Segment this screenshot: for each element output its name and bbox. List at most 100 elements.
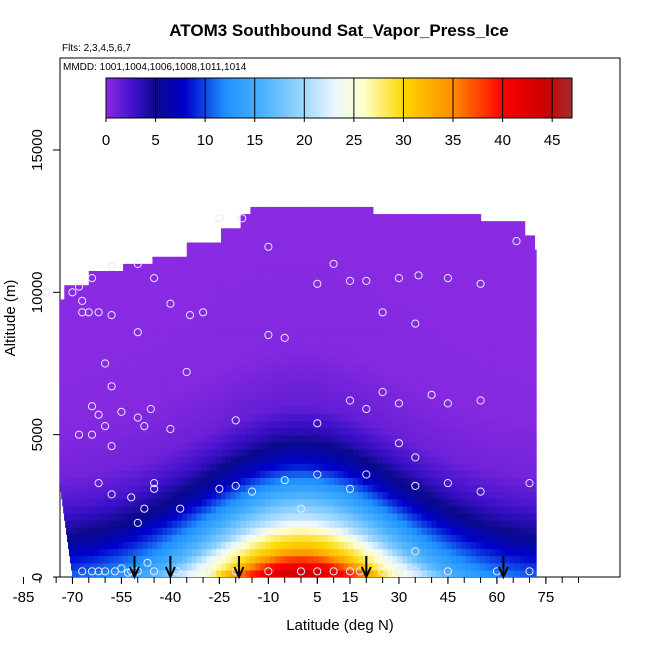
colorbar-segment bbox=[123, 78, 127, 118]
heatmap-cell bbox=[176, 313, 183, 322]
heatmap-cell bbox=[456, 534, 462, 543]
heatmap-cell bbox=[118, 327, 124, 336]
heatmap-cell bbox=[274, 313, 281, 322]
heatmap-cell bbox=[314, 448, 320, 457]
heatmap-cell bbox=[64, 306, 70, 315]
heatmap-cell bbox=[216, 541, 222, 550]
heatmap-cell bbox=[534, 470, 537, 478]
heatmap-cell bbox=[372, 349, 379, 357]
heatmap-cell bbox=[230, 456, 237, 464]
heatmap-cell bbox=[353, 242, 359, 251]
heatmap-cell bbox=[485, 292, 491, 301]
heatmap-cell bbox=[64, 299, 70, 308]
heatmap-cell bbox=[279, 306, 286, 315]
heatmap-cell bbox=[78, 520, 85, 528]
heatmap-cell bbox=[348, 313, 354, 322]
heatmap-cell bbox=[407, 306, 413, 315]
colorbar-segment bbox=[138, 78, 142, 118]
heatmap-cell bbox=[387, 278, 394, 286]
sample-point bbox=[247, 487, 257, 496]
heatmap-cell bbox=[186, 242, 193, 251]
sample-point bbox=[107, 311, 116, 320]
heatmap-cell bbox=[470, 327, 477, 336]
heatmap-cell bbox=[255, 356, 261, 365]
heatmap-cell bbox=[54, 371, 60, 379]
heatmap-cell bbox=[529, 278, 536, 286]
heatmap-cell bbox=[93, 477, 100, 486]
heatmap-cell bbox=[142, 370, 149, 379]
heatmap-cell bbox=[304, 512, 310, 521]
heatmap-cell bbox=[460, 534, 467, 543]
heatmap-cell bbox=[416, 377, 423, 386]
heatmap-cell bbox=[191, 456, 198, 464]
heatmap-cell bbox=[500, 370, 506, 379]
heatmap-cell bbox=[221, 406, 227, 414]
heatmap-cell bbox=[314, 384, 320, 393]
heatmap-cell bbox=[265, 484, 271, 493]
heatmap-cell bbox=[108, 342, 114, 350]
heatmap-cell bbox=[514, 384, 521, 393]
heatmap-cell bbox=[44, 385, 45, 393]
heatmap-cell bbox=[167, 349, 173, 357]
heatmap-cell bbox=[485, 370, 491, 379]
heatmap-cell bbox=[230, 313, 237, 322]
heatmap-cell bbox=[402, 527, 408, 535]
heatmap-cell bbox=[274, 463, 281, 471]
heatmap-cell bbox=[382, 427, 389, 436]
heatmap-cell bbox=[460, 491, 467, 500]
sample-point bbox=[94, 410, 103, 419]
heatmap-cell bbox=[407, 512, 413, 521]
heatmap-cell bbox=[416, 512, 423, 521]
heatmap-cell bbox=[186, 384, 193, 393]
heatmap-cell bbox=[363, 470, 369, 478]
heatmap-cell bbox=[265, 448, 271, 457]
heatmap-cell bbox=[265, 569, 271, 577]
heatmap-cell bbox=[98, 520, 105, 528]
heatmap-cell bbox=[289, 548, 296, 557]
heatmap-cell bbox=[328, 512, 335, 521]
heatmap-cell bbox=[333, 221, 340, 229]
heatmap-cell bbox=[152, 434, 158, 443]
heatmap-cell bbox=[509, 498, 516, 507]
heatmap-cell bbox=[289, 420, 296, 429]
heatmap-cell bbox=[196, 391, 203, 400]
heatmap-cell bbox=[289, 228, 296, 236]
heatmap-cell bbox=[441, 391, 447, 400]
heatmap-cell bbox=[201, 456, 207, 464]
heatmap-cell bbox=[416, 335, 423, 343]
heatmap-cell bbox=[167, 498, 173, 507]
heatmap-cell bbox=[123, 320, 129, 329]
heatmap-cell bbox=[137, 363, 144, 372]
heatmap-cell bbox=[216, 441, 222, 450]
heatmap-cell bbox=[299, 377, 305, 386]
heatmap-cell bbox=[186, 520, 193, 528]
sample-point bbox=[150, 484, 159, 493]
heatmap-cell bbox=[514, 456, 521, 464]
heatmap-cell bbox=[500, 541, 506, 550]
heatmap-cell bbox=[152, 313, 158, 322]
heatmap-cell bbox=[500, 320, 506, 329]
heatmap-cell bbox=[377, 256, 384, 265]
heatmap-cell bbox=[323, 470, 330, 478]
heatmap-cell bbox=[348, 363, 354, 372]
heatmap-cell bbox=[181, 520, 188, 528]
heatmap-cell bbox=[456, 356, 462, 365]
heatmap-cell bbox=[377, 399, 384, 407]
heatmap-cell bbox=[314, 292, 320, 301]
heatmap-cell bbox=[470, 477, 477, 486]
heatmap-cell bbox=[132, 470, 139, 478]
heatmap-cell bbox=[377, 484, 384, 493]
heatmap-cell bbox=[309, 484, 315, 493]
heatmap-cell bbox=[186, 327, 193, 336]
heatmap-cell bbox=[127, 498, 134, 507]
heatmap-cell bbox=[186, 427, 193, 436]
heatmap-cell bbox=[113, 285, 119, 293]
heatmap-cell bbox=[93, 534, 100, 543]
heatmap-cell bbox=[475, 520, 482, 528]
heatmap-cell bbox=[338, 463, 345, 471]
heatmap-cell bbox=[514, 356, 521, 365]
heatmap-cell bbox=[343, 356, 349, 365]
heatmap-cell bbox=[250, 242, 256, 251]
heatmap-cell bbox=[363, 391, 369, 400]
heatmap-cell bbox=[519, 512, 526, 521]
